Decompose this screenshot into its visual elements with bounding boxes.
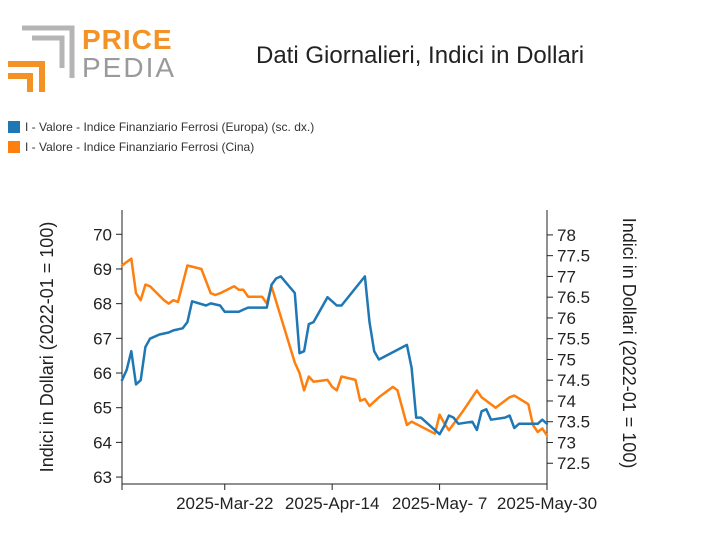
y-right-tick-label: 75 — [557, 350, 576, 369]
y-right-tick-label: 73.5 — [557, 413, 590, 432]
x-tick-label: 2025-Mar-22 — [176, 494, 273, 513]
legend-swatch-europa — [8, 121, 20, 133]
x-tick-label: 2025-May-30 — [497, 494, 597, 513]
y-right-tick-label: 76.5 — [557, 288, 590, 307]
y-axis-right-title: Indici in Dollari (2022-01 = 100) — [619, 218, 639, 469]
y-right-tick-label: 75.5 — [557, 330, 590, 349]
y-right-tick-label: 78 — [557, 226, 576, 245]
y-right-tick-label: 76 — [557, 309, 576, 328]
chart-title: Dati Giornalieri, Indici in Dollari — [256, 42, 585, 69]
legend-label-cina: I - Valore - Indice Finanziario Ferrosi … — [25, 140, 255, 154]
y-right-tick-label: 77 — [557, 267, 576, 286]
logo-text-pedia: PEDIA — [82, 52, 177, 83]
series-line-europa — [120, 275, 549, 436]
legend-item-europa[interactable]: I - Valore - Indice Finanziario Ferrosi … — [8, 120, 608, 134]
series-line-cina — [120, 257, 549, 437]
legend-label-europa: I - Valore - Indice Finanziario Ferrosi … — [25, 120, 315, 134]
y-right-tick-label: 72.5 — [557, 454, 590, 473]
legend-swatch-cina — [8, 141, 20, 153]
y-left-tick-label: 63 — [93, 468, 112, 487]
logo-mark-icon — [8, 25, 75, 92]
y-left-tick-label: 65 — [93, 399, 112, 418]
y-axis-left-title: Indici in Dollari (2022-01 = 100) — [37, 222, 57, 473]
legend-item-cina[interactable]: I - Valore - Indice Finanziario Ferrosi … — [8, 140, 608, 154]
x-tick-label: 2025-May- 7 — [392, 494, 487, 513]
y-left-tick-label: 66 — [93, 364, 112, 383]
x-tick-label: 2025-Apr-14 — [285, 494, 380, 513]
y-left-tick-label: 67 — [93, 329, 112, 348]
logo-text-price: PRICE — [82, 24, 173, 55]
y-left-tick-label: 68 — [93, 295, 112, 314]
y-right-tick-label: 74 — [557, 392, 576, 411]
pricepedia-logo: PRICE PEDIA — [8, 22, 174, 92]
y-right-tick-label: 74.5 — [557, 371, 590, 390]
y-left-tick-label: 64 — [93, 433, 112, 452]
y-right-tick-label: 73 — [557, 433, 576, 452]
y-right-tick-label: 77.5 — [557, 247, 590, 266]
y-left-tick-label: 69 — [93, 260, 112, 279]
y-left-tick-label: 70 — [93, 225, 112, 244]
